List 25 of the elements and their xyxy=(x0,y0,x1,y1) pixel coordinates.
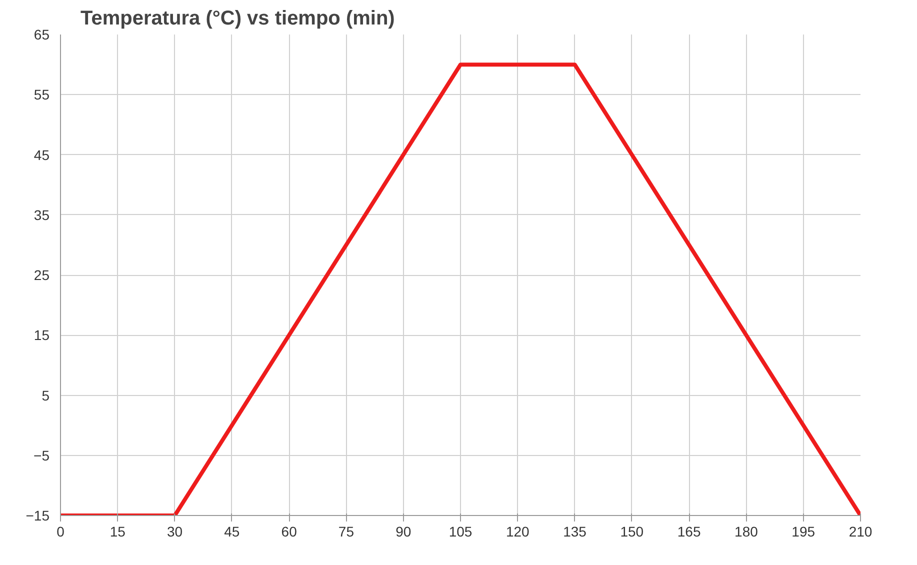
x-tick-label: 30 xyxy=(167,524,183,540)
x-tick-label: 60 xyxy=(281,524,298,540)
x-tick-label: 165 xyxy=(677,524,701,540)
x-tick-label: 0 xyxy=(56,524,65,540)
y-tick-label: 65 xyxy=(34,26,50,42)
y-tick-label: 15 xyxy=(34,327,50,344)
y-tick-label: −15 xyxy=(26,508,50,524)
y-tick-label: −5 xyxy=(34,447,50,464)
y-tick-label: 25 xyxy=(34,267,50,283)
x-tick-label: 180 xyxy=(734,524,758,540)
x-tick-label: 75 xyxy=(338,524,354,540)
y-tick-label: 35 xyxy=(34,206,50,223)
y-tick-label: 45 xyxy=(34,146,50,163)
x-tick-label: 210 xyxy=(848,524,872,540)
x-tick-label: 90 xyxy=(396,524,412,540)
x-tick-label: 120 xyxy=(506,524,530,540)
x-tick-label: 195 xyxy=(792,524,816,540)
y-tick-label: 5 xyxy=(42,387,50,404)
y-tick-label: 55 xyxy=(34,86,50,103)
x-tick-label: 135 xyxy=(563,524,587,540)
x-tick-label: 105 xyxy=(448,524,472,540)
x-tick-label: 15 xyxy=(110,524,126,540)
x-tick-label: 45 xyxy=(224,524,240,540)
chart-title: Temperatura (°C) vs tiempo (min) xyxy=(80,8,395,30)
x-tick-label: 150 xyxy=(620,524,644,540)
